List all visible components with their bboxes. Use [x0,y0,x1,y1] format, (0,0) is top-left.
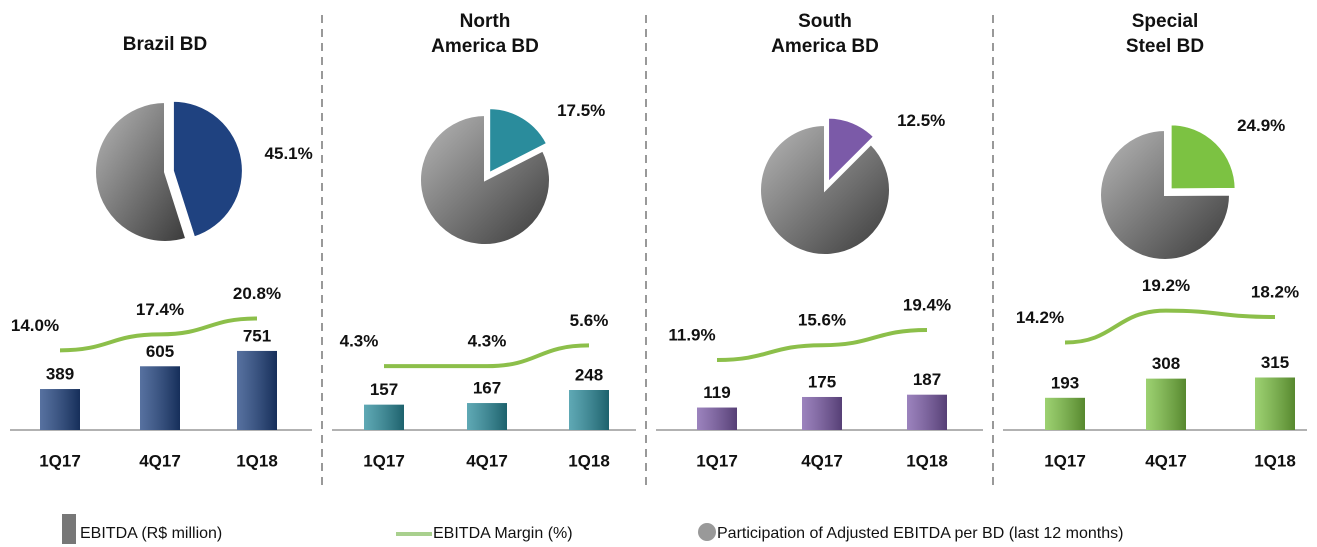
pie-slice [1169,123,1237,191]
pie-label: 45.1% [265,144,313,163]
panel-title: South [798,11,852,32]
panel-title: America BD [771,36,879,57]
pie-rest [1099,128,1232,261]
pie-slice [488,107,549,175]
bar-label: 119 [703,383,730,402]
bar-label: 605 [146,342,174,361]
x-tick-label: 4Q17 [1145,451,1187,470]
legend-text: EBITDA Margin (%) [433,525,573,542]
bar-label: 389 [46,365,74,384]
margin-line [383,343,590,369]
separators [321,15,994,490]
bar-label: 751 [243,326,271,345]
pie-label: 12.5% [897,111,945,130]
x-tick-label: 1Q17 [363,451,405,470]
bar-label: 315 [1261,353,1289,372]
x-tick-label: 1Q17 [1044,451,1086,470]
line-label: 11.9% [668,325,715,344]
bar-shade [237,350,277,430]
x-tick-label: 1Q17 [696,451,738,470]
bar-shade [907,394,947,430]
x-tick-label: 1Q17 [39,451,81,470]
line-label: 5.6% [570,311,609,330]
pie-rest [759,123,891,256]
legend-pie-icon [698,523,716,541]
line-label: 19.4% [903,295,951,314]
x-tick-label: 1Q18 [236,451,278,470]
x-tick-label: 1Q18 [906,451,948,470]
bar-shade [364,404,404,430]
bar-label: 167 [473,379,501,398]
line-label: 17.4% [136,300,184,319]
line-label: 15.6% [798,311,846,330]
bar-shade [1255,377,1295,430]
bar-shade [140,366,180,430]
bar-shade [40,389,80,430]
pie-slice [171,99,244,239]
x-tick-label: 1Q18 [568,451,610,470]
bar-shade [1146,378,1186,430]
margin-line [716,328,928,362]
panel-title: Special [1132,11,1199,32]
bar-shade [802,396,842,430]
bar-label: 187 [913,370,941,389]
bar-label: 308 [1152,354,1180,373]
margin-line [1064,308,1276,345]
panel-title: America BD [431,36,539,57]
bar-shade [467,403,507,430]
line-label: 14.0% [11,316,59,335]
line-label: 4.3% [468,332,507,351]
line-label: 4.3% [340,332,379,351]
line-label: 19.2% [1142,276,1190,295]
bar-label: 175 [808,372,836,391]
pie-slice [827,116,876,186]
bar-label: 248 [575,365,603,384]
x-tick-label: 1Q18 [1254,451,1296,470]
legend-text: Participation of Adjusted EBITDA per BD … [717,525,1123,542]
bar-shade [569,390,609,430]
panel-title: Steel BD [1126,36,1204,57]
x-tick-label: 4Q17 [801,451,843,470]
pie-label: 17.5% [557,101,605,120]
x-tick-label: 4Q17 [466,451,508,470]
panel-title: North [460,11,511,32]
pie-rest [419,113,551,246]
bar-shade [697,407,737,430]
bar-shade [1045,397,1085,430]
line-label: 20.8% [233,284,281,303]
pie-rest [94,100,188,243]
x-tick-label: 4Q17 [139,451,181,470]
legend-text: EBITDA (R$ million) [80,525,222,542]
bar-label: 193 [1051,373,1079,392]
legend-bar-icon [62,514,76,544]
pie-label: 24.9% [1237,116,1285,135]
margin-line [59,316,258,353]
bar-label: 157 [370,380,398,399]
line-label: 18.2% [1251,283,1299,302]
panel-title: Brazil BD [123,34,207,55]
line-label: 14.2% [1016,308,1064,327]
